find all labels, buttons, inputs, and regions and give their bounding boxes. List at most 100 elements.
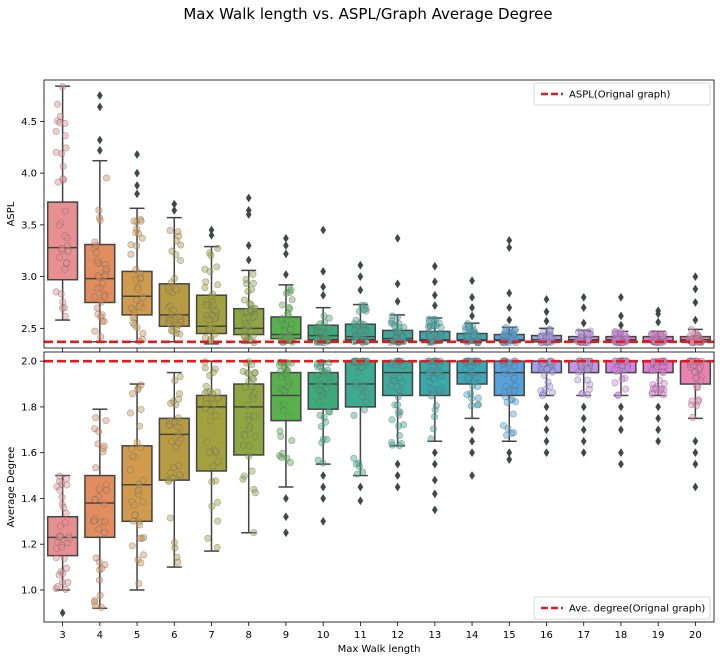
strip-point — [395, 442, 403, 450]
strip-point — [503, 398, 511, 406]
strip-point — [96, 284, 104, 292]
strip-point — [622, 385, 630, 393]
strip-point — [579, 389, 587, 397]
flier-marker — [134, 181, 140, 191]
strip-point — [169, 306, 177, 314]
strip-point — [205, 301, 213, 309]
strip-point — [97, 313, 105, 321]
flier-marker — [394, 296, 401, 306]
strip-point — [277, 373, 285, 381]
x-tick-label: 20 — [689, 630, 702, 641]
plot-area — [44, 357, 714, 618]
strip-point — [96, 591, 104, 599]
strip-point — [284, 412, 292, 420]
flier-marker — [320, 516, 327, 526]
strip-point — [353, 470, 361, 478]
strip-point — [425, 378, 433, 386]
x-tick-label: 14 — [466, 630, 479, 641]
strip-point — [474, 394, 482, 402]
strip-point — [276, 427, 284, 435]
box-body — [46, 515, 79, 557]
strip-point — [94, 493, 102, 501]
strip-point — [206, 268, 214, 276]
strip-point — [96, 216, 104, 224]
strip-point — [53, 483, 61, 491]
strip-point — [97, 333, 105, 341]
strip-point — [437, 372, 445, 380]
strip-point — [651, 366, 659, 374]
flier-marker — [208, 225, 215, 235]
strip-point — [214, 498, 222, 506]
strip-point — [425, 315, 433, 323]
strip-point — [359, 363, 367, 371]
strip-point — [248, 361, 256, 369]
flier-marker — [431, 489, 438, 499]
strip-point — [61, 312, 69, 320]
flier-marker — [543, 448, 550, 458]
box-body — [84, 474, 116, 539]
strip-point — [356, 319, 364, 327]
flier-marker — [469, 436, 475, 446]
flier-marker — [431, 277, 438, 287]
strip-point — [465, 323, 473, 331]
flier-marker — [469, 448, 475, 458]
strip-point — [207, 394, 215, 402]
flier-marker — [506, 455, 513, 465]
strip-point — [204, 534, 212, 542]
x-tick-label: 3 — [59, 630, 65, 641]
flier-marker — [580, 402, 587, 412]
strip-point — [135, 486, 143, 494]
strip-point — [201, 334, 209, 342]
box-body — [121, 270, 153, 316]
flier-marker — [431, 505, 438, 515]
strip-point — [317, 422, 325, 430]
strip-point — [510, 429, 518, 437]
strip-point — [586, 331, 594, 339]
strip-point — [52, 554, 60, 562]
flier-marker — [357, 285, 364, 295]
box-body — [121, 445, 153, 523]
strip-point — [210, 400, 218, 408]
strip-point — [174, 414, 182, 422]
strip-point — [206, 387, 214, 395]
strip-point — [62, 509, 70, 517]
strip-point — [173, 423, 181, 431]
flier-marker — [692, 482, 699, 492]
strip-point — [138, 234, 146, 242]
flier-marker — [320, 290, 327, 300]
strip-point — [279, 320, 287, 328]
strip-point — [137, 217, 145, 225]
strip-point — [437, 331, 445, 339]
x-tick-label: 9 — [283, 630, 289, 641]
flier-marker — [134, 189, 140, 199]
box-body — [158, 417, 190, 481]
strip-point — [172, 286, 180, 294]
strip-point — [139, 551, 147, 559]
strip-point — [129, 517, 137, 525]
strip-point — [503, 332, 511, 340]
flier-marker — [692, 436, 699, 446]
strip-point — [430, 331, 438, 339]
strip-point — [165, 417, 173, 425]
strip-point — [202, 399, 210, 407]
box-7 — [195, 225, 228, 345]
strip-point — [207, 407, 215, 415]
strip-point — [284, 378, 292, 386]
strip-point — [435, 368, 443, 376]
box-14 — [456, 357, 488, 481]
flier-marker — [283, 512, 289, 522]
strip-point — [660, 380, 668, 388]
y-tick-label: 3.0 — [21, 272, 37, 283]
flier-marker — [320, 482, 327, 492]
strip-point — [128, 542, 136, 550]
strip-point — [512, 325, 520, 333]
strip-point — [359, 392, 367, 400]
strip-point — [133, 439, 141, 447]
strip-point — [173, 237, 181, 245]
strip-point — [205, 448, 213, 456]
strip-point — [205, 324, 213, 332]
strip-point — [176, 256, 184, 264]
strip-point — [166, 514, 174, 522]
strip-point — [277, 453, 285, 461]
flier-marker — [618, 413, 624, 423]
